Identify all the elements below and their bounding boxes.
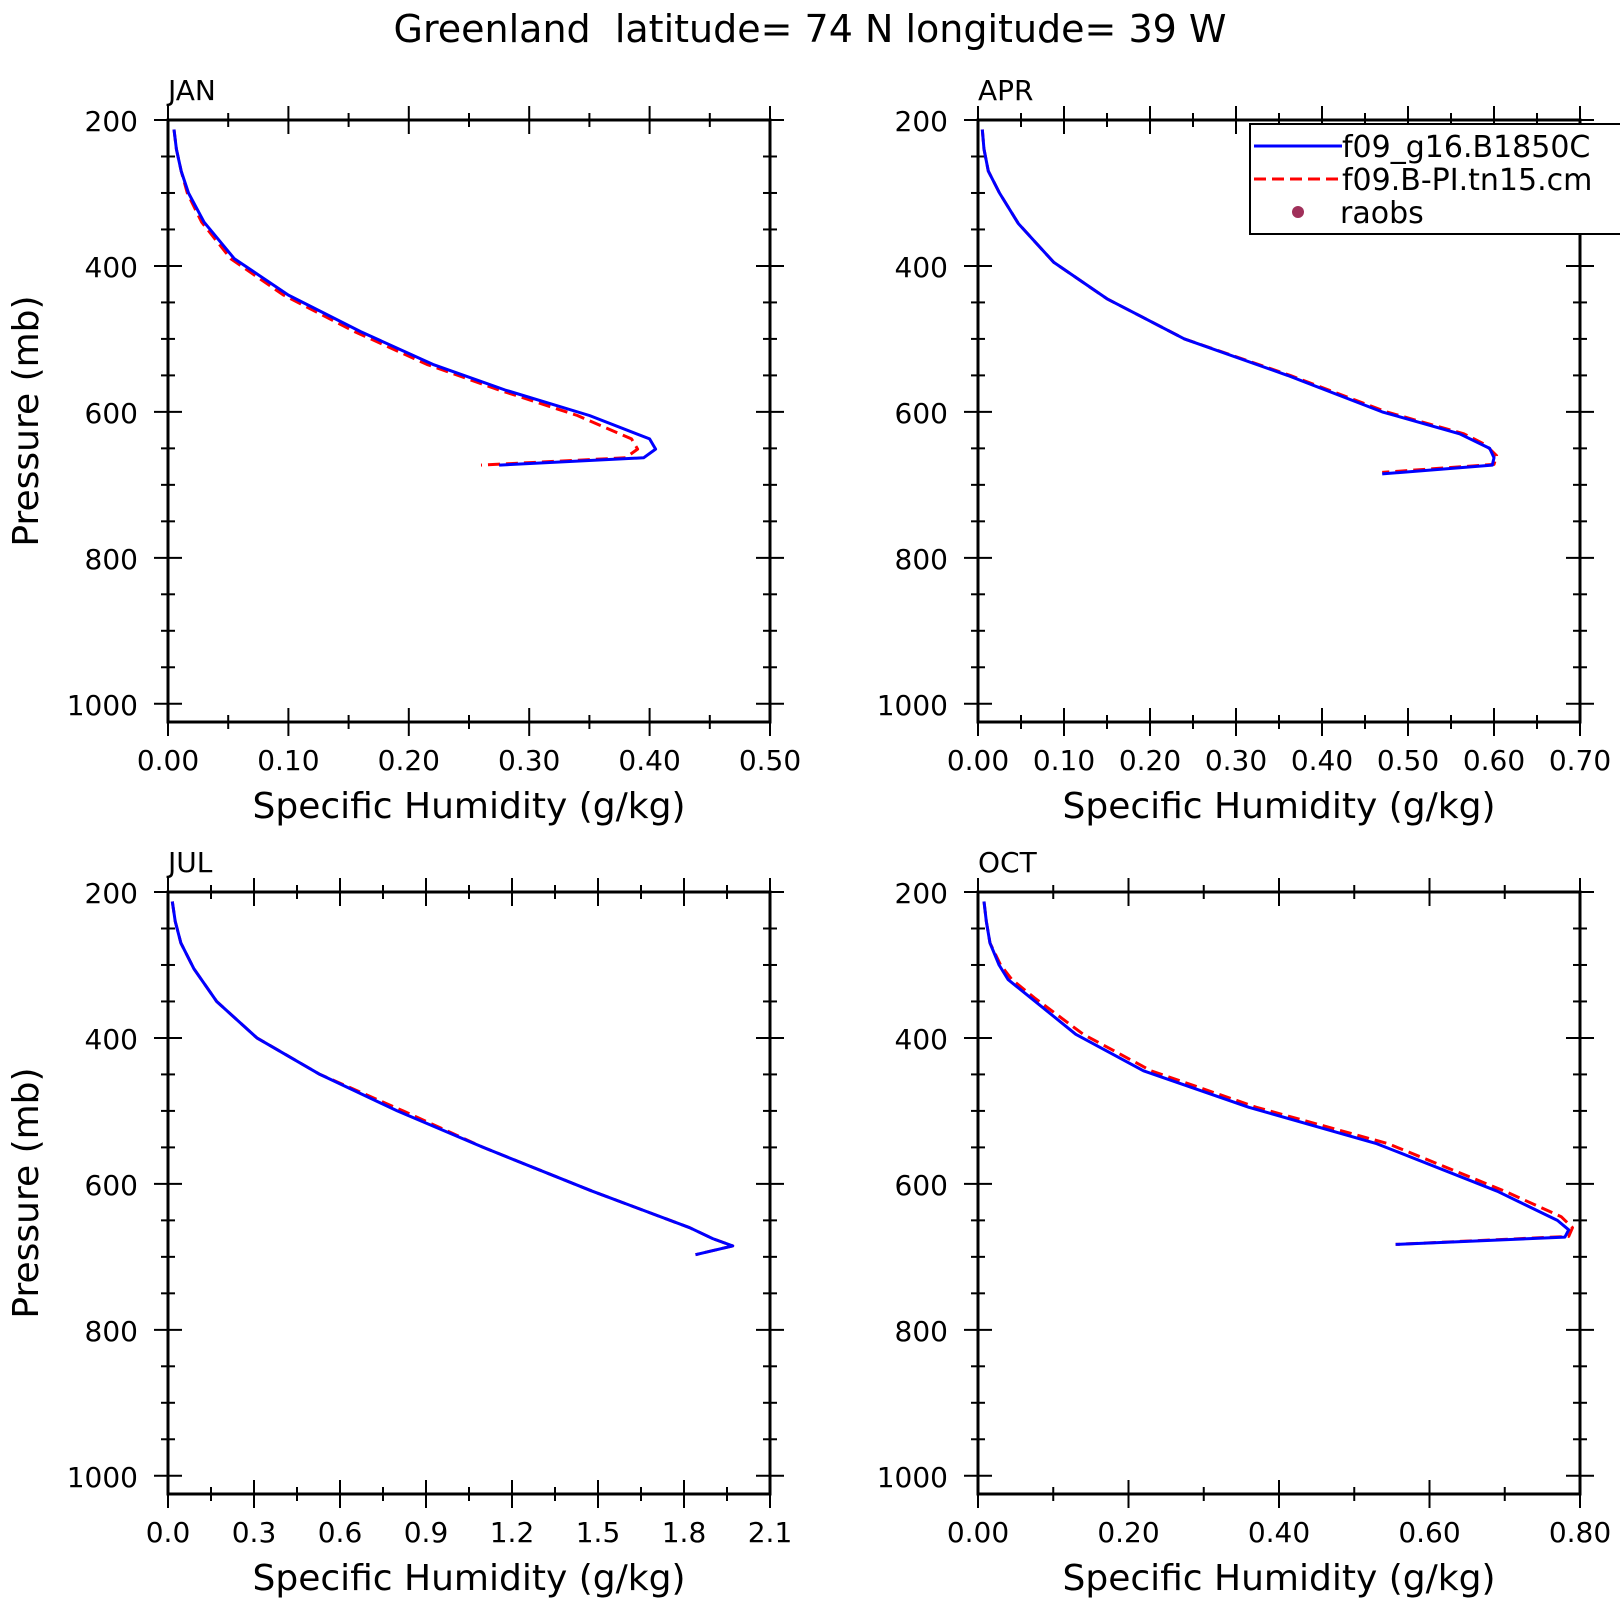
x-tick-label: 0.40 xyxy=(1291,744,1353,777)
y-tick-label: 600 xyxy=(895,1169,948,1202)
y-tick-label: 800 xyxy=(895,1315,948,1348)
x-tick-label: 0.10 xyxy=(1033,744,1095,777)
y-axis-label: Pressure (mb) xyxy=(6,295,47,546)
x-tick-label: 0.00 xyxy=(947,744,1009,777)
x-tick-label: 0.00 xyxy=(137,744,199,777)
x-ticks xyxy=(977,106,1581,736)
x-tick-label: 0.40 xyxy=(1248,1516,1310,1549)
y-tick-label: 400 xyxy=(895,251,948,284)
legend-label: f09_g16.B1850C xyxy=(1342,130,1590,165)
y-tick-label: 200 xyxy=(895,877,948,910)
x-tick-label: 0.70 xyxy=(1549,744,1611,777)
x-tick-label: 1.2 xyxy=(490,1516,535,1549)
x-tick-label: 0.20 xyxy=(1097,1516,1159,1549)
x-tick-label: 0.30 xyxy=(498,744,560,777)
x-axis-label: Specific Humidity (g/kg) xyxy=(1062,1558,1495,1599)
y-axis-label: Pressure (mb) xyxy=(6,1067,47,1318)
y-tick-label: 1000 xyxy=(877,689,948,722)
x-tick-label: 0.60 xyxy=(1463,744,1525,777)
x-tick-label: 0.80 xyxy=(1549,1516,1611,1549)
legend-marker xyxy=(1292,206,1304,218)
x-tick-label: 0.40 xyxy=(618,744,680,777)
x-tick-label: 0.9 xyxy=(404,1516,449,1549)
legend-label: f09.B-PI.tn15.cm xyxy=(1342,163,1592,198)
x-tick-label: 0.6 xyxy=(318,1516,363,1549)
y-tick-label: 400 xyxy=(85,1023,138,1056)
y-ticks xyxy=(964,891,1594,1477)
x-tick-label: 1.8 xyxy=(662,1516,707,1549)
figure-title: Greenland latitude= 74 N longitude= 39 W xyxy=(394,7,1227,51)
x-tick-label: 0.10 xyxy=(257,744,319,777)
plot-frame xyxy=(166,118,772,724)
panel-label: APR xyxy=(978,74,1034,107)
y-ticks xyxy=(154,119,784,705)
x-tick-label: 0.3 xyxy=(232,1516,277,1549)
panel-label: JAN xyxy=(166,74,216,107)
x-tick-label: 0.60 xyxy=(1398,1516,1460,1549)
series-line-solid xyxy=(982,901,1571,1246)
y-tick-label: 600 xyxy=(85,397,138,430)
y-tick-label: 1000 xyxy=(67,689,138,722)
y-tick-label: 200 xyxy=(85,877,138,910)
x-ticks xyxy=(167,106,771,736)
x-tick-label: 0.50 xyxy=(1377,744,1439,777)
y-tick-label: 600 xyxy=(895,397,948,430)
y-tick-label: 800 xyxy=(85,1315,138,1348)
x-tick-label: 0.20 xyxy=(1119,744,1181,777)
x-ticks xyxy=(977,878,1581,1508)
legend-label: raobs xyxy=(1340,196,1424,231)
x-axis-label: Specific Humidity (g/kg) xyxy=(252,786,685,827)
y-tick-label: 1000 xyxy=(877,1461,948,1494)
series-line-solid xyxy=(172,129,658,467)
panel-label: JUL xyxy=(166,846,213,879)
panel-oct: 200 400 600 800 1000 0.00 0.20 0.40 0.60 0.80 OCT S… xyxy=(877,846,1611,1599)
x-tick-label: 1.5 xyxy=(576,1516,621,1549)
y-tick-label: 200 xyxy=(85,105,138,138)
series-line-solid xyxy=(980,129,1496,476)
panel-apr: 200 400 600 800 1000 0.00 0.10 0.20 0.30 0.40 0.50… xyxy=(877,74,1611,827)
series-line-solid xyxy=(170,901,735,1257)
x-ticks xyxy=(167,878,771,1508)
panels: 200 400 600 800 1000 0.00 0.10 0.20 0.30 0.40 0.50… xyxy=(6,74,1611,1599)
x-axis-label: Specific Humidity (g/kg) xyxy=(1062,786,1495,827)
x-tick-label: 0.0 xyxy=(146,1516,191,1549)
series-line-dashed xyxy=(170,901,735,1257)
x-tick-label: 0.00 xyxy=(947,1516,1009,1549)
panel-jan: 200 400 600 800 1000 0.00 0.10 0.20 0.30 0.40 0.50… xyxy=(6,74,801,827)
y-tick-label: 800 xyxy=(85,543,138,576)
plot-frame xyxy=(976,890,1582,1496)
x-tick-label: 2.1 xyxy=(748,1516,793,1549)
panel-label: OCT xyxy=(978,846,1038,879)
y-tick-label: 800 xyxy=(895,543,948,576)
y-tick-label: 400 xyxy=(85,251,138,284)
plot-frame xyxy=(166,890,772,1496)
y-ticks xyxy=(964,119,1594,705)
y-tick-label: 200 xyxy=(895,105,948,138)
y-tick-label: 400 xyxy=(895,1023,948,1056)
x-tick-label: 0.30 xyxy=(1205,744,1267,777)
series-line-dashed xyxy=(172,129,640,467)
y-ticks xyxy=(154,891,784,1477)
y-tick-label: 1000 xyxy=(67,1461,138,1494)
y-tick-label: 600 xyxy=(85,1169,138,1202)
series-line-dashed xyxy=(982,901,1574,1246)
x-axis-label: Specific Humidity (g/kg) xyxy=(252,1558,685,1599)
x-tick-label: 0.20 xyxy=(378,744,440,777)
x-tick-label: 0.50 xyxy=(739,744,801,777)
